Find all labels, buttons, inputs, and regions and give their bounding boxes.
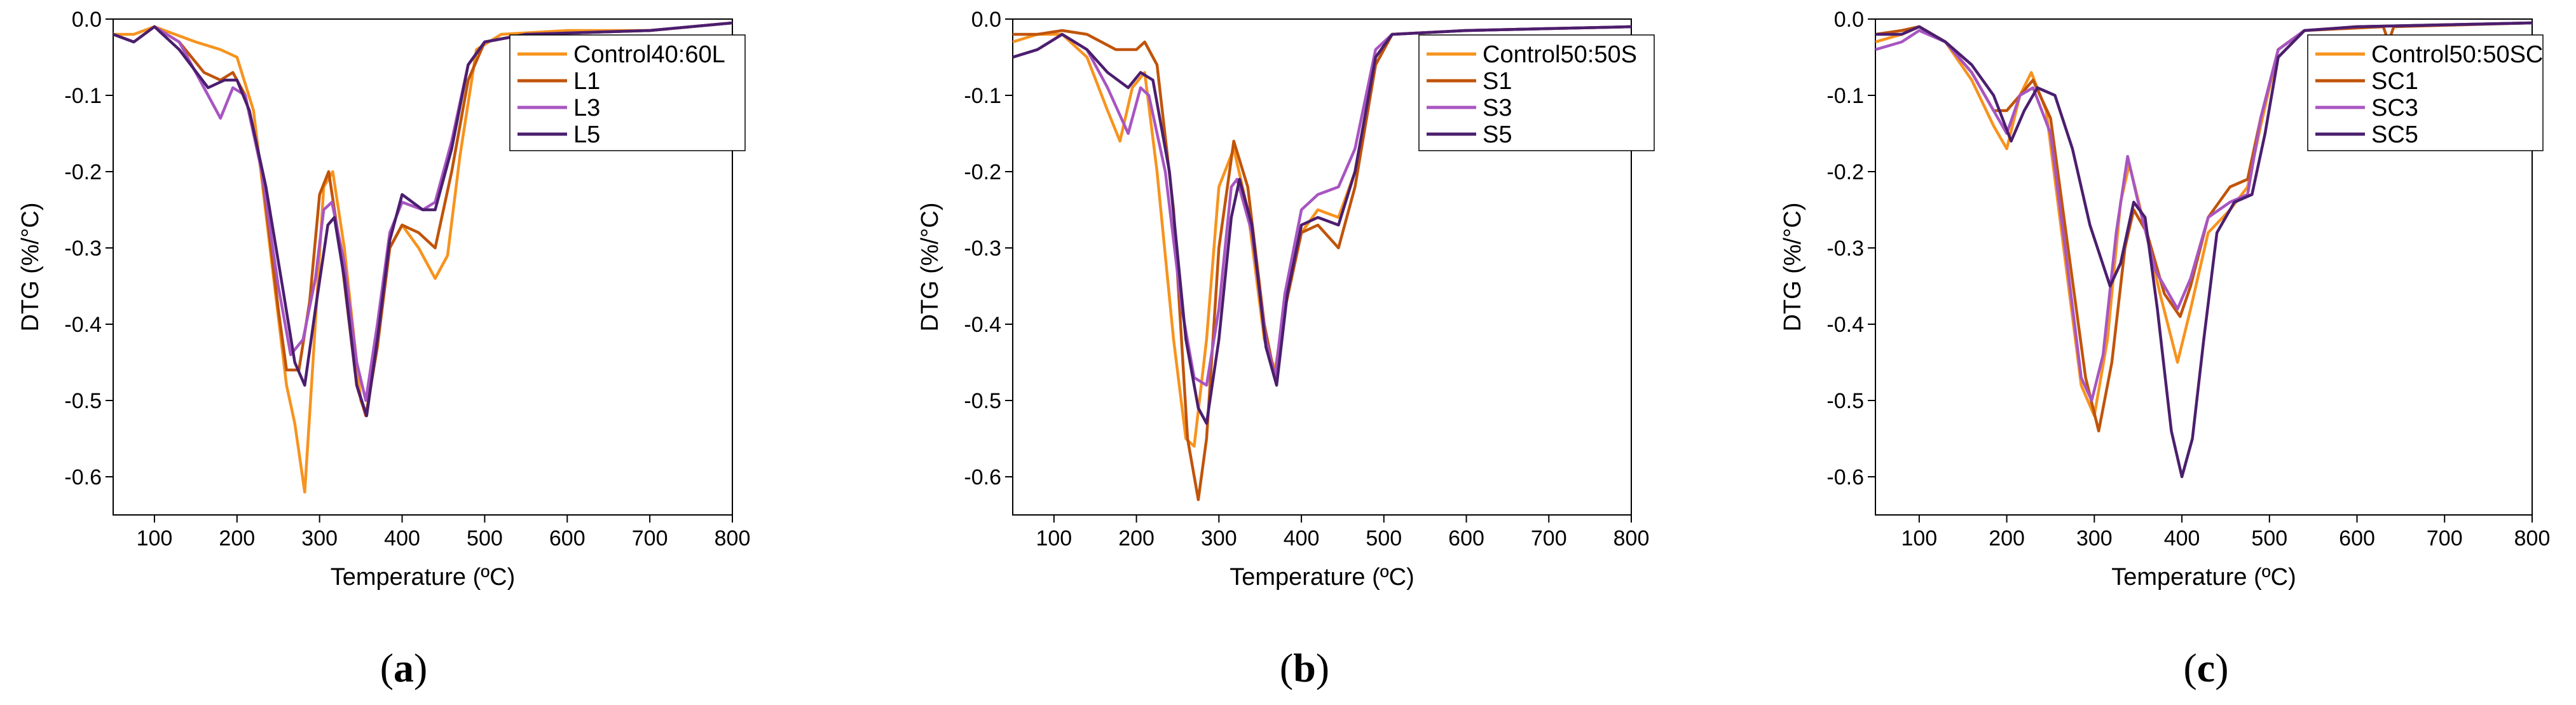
x-tick-label: 500 bbox=[467, 526, 503, 551]
y-tick-label: -0.4 bbox=[1826, 313, 1864, 337]
caption-open: ( bbox=[1280, 645, 1293, 690]
x-tick-label: 600 bbox=[1448, 526, 1484, 551]
y-tick-label: -0.5 bbox=[1826, 389, 1864, 413]
x-tick-label: 400 bbox=[2164, 526, 2200, 551]
legend-label: L3 bbox=[573, 95, 600, 121]
x-tick-label: 800 bbox=[715, 526, 751, 551]
x-tick-label: 200 bbox=[219, 526, 255, 551]
x-tick-label: 700 bbox=[632, 526, 668, 551]
legend-label: Control50:50SC bbox=[2371, 41, 2543, 68]
x-tick-label: 800 bbox=[2514, 526, 2551, 551]
y-tick-label: -0.1 bbox=[64, 84, 102, 108]
legend-label: S5 bbox=[1483, 121, 1512, 148]
y-tick-label: -0.5 bbox=[64, 389, 102, 413]
legend-label: Control40:60L bbox=[573, 41, 725, 68]
y-axis-title: DTG (%/°C) bbox=[1779, 202, 1806, 331]
y-tick-label: -0.5 bbox=[964, 389, 1001, 413]
series-line-l1 bbox=[113, 21, 732, 418]
caption-close: ) bbox=[2215, 645, 2228, 690]
y-tick-label: -0.2 bbox=[1826, 160, 1864, 184]
y-tick-label: -0.6 bbox=[964, 465, 1001, 489]
panel-caption: (a) bbox=[380, 645, 428, 690]
legend-label: SC5 bbox=[2371, 121, 2418, 148]
y-axis-title: DTG (%/°C) bbox=[17, 202, 44, 331]
series-line-s3 bbox=[1013, 25, 1631, 387]
x-tick-label: 800 bbox=[1613, 526, 1650, 551]
caption-open: ( bbox=[2183, 645, 2196, 690]
series-line-sc5 bbox=[1875, 21, 2532, 479]
legend-label: L1 bbox=[573, 68, 600, 95]
x-tick-label: 500 bbox=[1366, 526, 1402, 551]
legend-label: Control50:50S bbox=[1483, 41, 1637, 68]
x-tick-label: 300 bbox=[2076, 526, 2113, 551]
x-tick-label: 200 bbox=[1989, 526, 2025, 551]
y-tick-label: 0.0 bbox=[72, 8, 102, 32]
plot-frame bbox=[113, 18, 733, 516]
y-tick-label: -0.1 bbox=[964, 84, 1001, 108]
legend-label: SC3 bbox=[2371, 95, 2418, 121]
y-tick-label: -0.1 bbox=[1826, 84, 1864, 108]
caption-letter: c bbox=[2197, 645, 2215, 690]
x-tick-label: 400 bbox=[1284, 526, 1320, 551]
series-line-sc3 bbox=[1875, 21, 2532, 402]
caption-open: ( bbox=[380, 645, 394, 690]
legend-label: S1 bbox=[1483, 68, 1512, 95]
x-tick-label: 100 bbox=[1901, 526, 1937, 551]
y-tick-label: -0.3 bbox=[1826, 236, 1864, 261]
legend-label: L5 bbox=[573, 121, 600, 148]
y-tick-label: 0.0 bbox=[1834, 8, 1864, 32]
panel-caption: (b) bbox=[1280, 645, 1329, 690]
plot-frame bbox=[1012, 18, 1632, 516]
y-tick-label: -0.6 bbox=[64, 465, 102, 489]
caption-letter: b bbox=[1293, 645, 1316, 690]
x-tick-label: 600 bbox=[2339, 526, 2375, 551]
legend-label: SC1 bbox=[2371, 68, 2418, 95]
panel-caption: (c) bbox=[2183, 645, 2228, 690]
plot-frame bbox=[1875, 18, 2533, 516]
y-tick-label: -0.2 bbox=[964, 160, 1001, 184]
y-tick-label: -0.3 bbox=[964, 236, 1001, 261]
series-line-s5 bbox=[1013, 25, 1631, 425]
chart-panel-b: 100 200 300 400 500 600 700 800 0.0 -0.1 -0.2 -0.3 -… bbox=[917, 8, 1655, 690]
y-tick-label: -0.6 bbox=[1826, 465, 1864, 489]
caption-letter: a bbox=[394, 645, 414, 690]
series-line-l5 bbox=[113, 21, 732, 418]
y-tick-label: -0.4 bbox=[964, 313, 1001, 337]
chart-panel-c: 100 200 300 400 500 600 700 800 0.0 -0.1 -0.2 -0.3 -… bbox=[1779, 8, 2550, 690]
x-axis-title: Temperature (ºC) bbox=[1230, 564, 1415, 591]
x-tick-label: 400 bbox=[384, 526, 420, 551]
y-axis-title: DTG (%/°C) bbox=[917, 202, 943, 331]
x-tick-label: 500 bbox=[2251, 526, 2287, 551]
caption-close: ) bbox=[414, 645, 427, 690]
x-tick-label: 200 bbox=[1118, 526, 1154, 551]
x-tick-label: 600 bbox=[549, 526, 586, 551]
x-tick-label: 300 bbox=[301, 526, 338, 551]
legend-label: S3 bbox=[1483, 95, 1512, 121]
y-tick-label: 0.0 bbox=[971, 8, 1001, 32]
x-tick-label: 300 bbox=[1201, 526, 1237, 551]
chart-panel-a: 100 200 300 400 500 600 700 800 0.0 -0.1 -0.2 -0.3 -… bbox=[17, 8, 750, 690]
x-tick-label: 700 bbox=[1531, 526, 1567, 551]
y-tick-label: -0.3 bbox=[64, 236, 102, 261]
x-tick-label: 700 bbox=[2427, 526, 2463, 551]
y-tick-label: -0.4 bbox=[64, 313, 102, 337]
series-line-s1 bbox=[1013, 25, 1631, 502]
x-tick-label: 100 bbox=[1036, 526, 1072, 551]
caption-close: ) bbox=[1316, 645, 1329, 690]
y-tick-label: -0.2 bbox=[64, 160, 102, 184]
x-tick-label: 100 bbox=[137, 526, 173, 551]
x-axis-title: Temperature (ºC) bbox=[2111, 564, 2296, 591]
series-line-control40-60l bbox=[113, 21, 732, 494]
x-axis-title: Temperature (ºC) bbox=[331, 564, 516, 591]
